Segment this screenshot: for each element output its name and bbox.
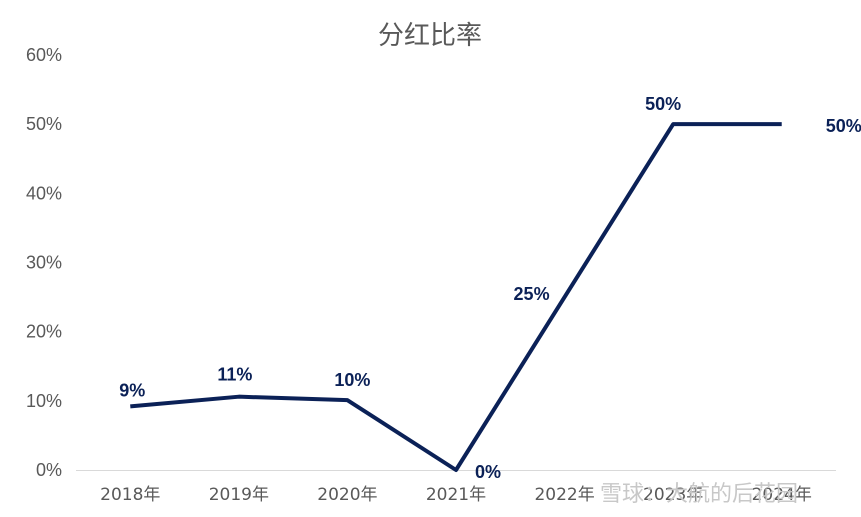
x-tick-label: 2019年 [209,485,269,505]
y-tick-label: 40% [26,183,62,203]
x-tick-label: 2022年 [534,485,594,505]
y-tick-label: 0% [36,460,62,480]
data-label: 11% [217,365,252,385]
y-axis: 0% 10% 20% 30% 40% 50% 60% [26,45,62,480]
x-tick-label: 2024年 [752,485,812,505]
y-tick-label: 10% [26,391,62,411]
data-label: 50% [826,116,861,136]
data-label: 25% [514,284,550,304]
x-tick-label: 2020年 [317,485,377,505]
x-tick-label: 2023年 [643,485,703,505]
x-axis: 2018年 2019年 2020年 2021年 2022年 2023年 2024年 [100,485,812,505]
x-tick-label: 2021年 [426,485,486,505]
y-tick-label: 20% [26,322,62,342]
y-tick-label: 60% [26,45,62,65]
data-label: 50% [645,94,681,114]
data-label: 10% [334,370,370,390]
data-label: 0% [475,462,501,482]
data-labels: 9% 11% 10% 0% 25% 50% 50% [119,94,861,482]
data-label: 9% [119,380,145,400]
y-tick-label: 30% [26,253,62,273]
x-tick-label: 2018年 [100,485,160,505]
chart-title: 分红比率 [378,21,482,51]
watermark-text: 雪球：大航的后花园 [600,482,798,507]
series-line [130,122,782,472]
y-tick-label: 50% [26,114,62,134]
